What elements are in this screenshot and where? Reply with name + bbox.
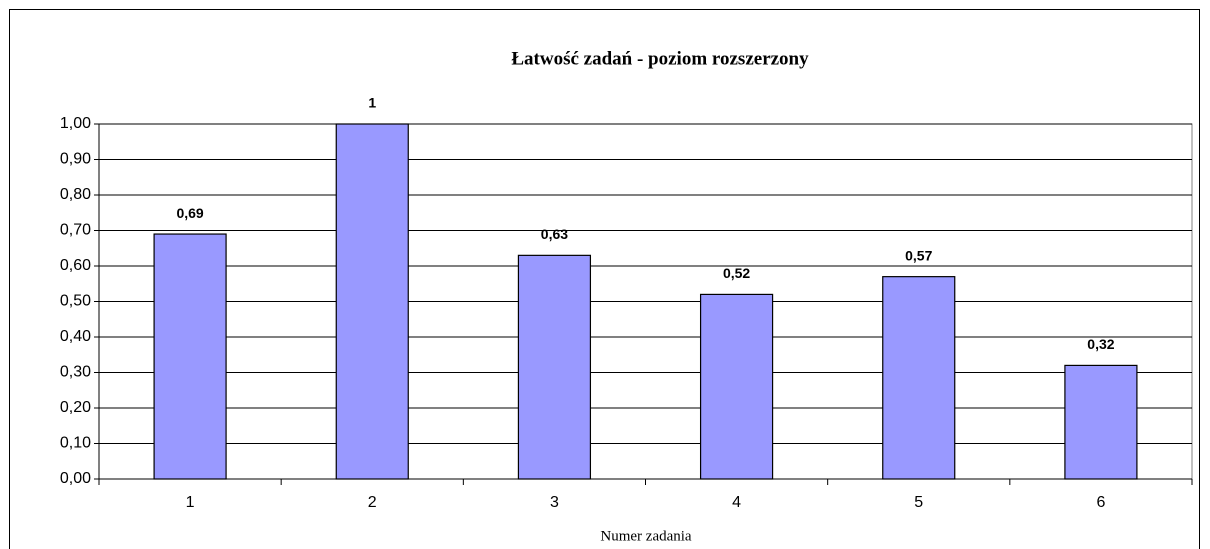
x-tick-label: 5 (914, 494, 923, 511)
y-tick-label: 0,70 (60, 222, 91, 239)
value-label: 0,69 (176, 205, 203, 221)
bar (882, 276, 956, 480)
bar (1064, 364, 1138, 480)
bar (153, 233, 227, 480)
x-tick-label: 4 (732, 494, 741, 511)
bar (517, 254, 592, 480)
value-label: 0,52 (723, 265, 750, 281)
y-tick-label: 0,40 (60, 328, 91, 345)
y-tick-label: 0,50 (60, 293, 91, 310)
y-tick-label: 0,90 (60, 151, 91, 168)
chart-title: Łatwość zadań - poziom rozszerzony (511, 48, 809, 69)
y-tick-label: 1,00 (60, 115, 91, 132)
value-label: 1 (368, 95, 376, 111)
y-tick-label: 0,80 (60, 186, 91, 203)
y-tick-label: 0,60 (60, 257, 91, 274)
value-label: 0,57 (905, 247, 932, 263)
bar (335, 123, 409, 480)
y-tick-label: 0,30 (60, 364, 91, 381)
value-label: 0,63 (541, 226, 568, 242)
x-axis-label: Numer zadania (600, 528, 692, 544)
bar (699, 293, 774, 480)
y-tick-label: 0,10 (60, 435, 91, 452)
y-tick-label: 0,20 (60, 399, 91, 416)
x-tick-label: 3 (550, 494, 559, 511)
value-label: 0,32 (1087, 336, 1114, 352)
y-tick-label: 0,00 (60, 470, 91, 487)
x-tick-label: 1 (186, 494, 195, 511)
x-tick-label: 6 (1096, 494, 1105, 511)
x-tick-label: 2 (368, 494, 377, 511)
